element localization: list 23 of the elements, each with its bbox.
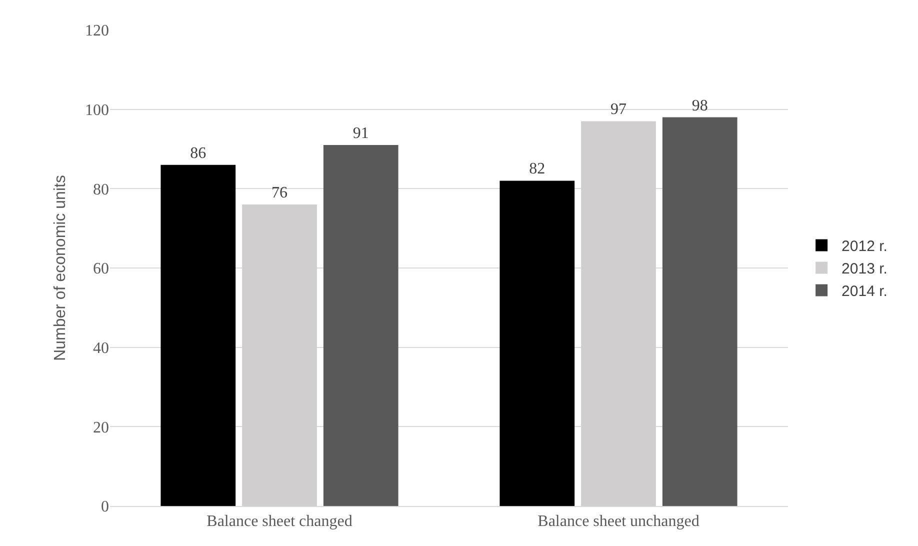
legend-label: 2013 r. bbox=[842, 260, 888, 278]
bar bbox=[323, 145, 398, 506]
bar bbox=[662, 117, 738, 506]
x-tick-label: Balance sheet changed bbox=[206, 513, 352, 530]
bar bbox=[160, 164, 236, 506]
bar bbox=[500, 180, 575, 506]
y-tick-label: 0 bbox=[101, 498, 109, 516]
legend-label: 2012 r. bbox=[842, 238, 888, 256]
y-axis-title: Number of economic units bbox=[52, 175, 69, 361]
data-label: 82 bbox=[529, 160, 546, 178]
data-label: 91 bbox=[352, 125, 369, 142]
y-tick-label: 20 bbox=[93, 419, 109, 436]
legend-label: 2014 r. bbox=[842, 283, 888, 300]
data-label: 76 bbox=[272, 184, 288, 202]
y-tick-label: 40 bbox=[93, 340, 109, 357]
y-tick-label: 100 bbox=[85, 102, 109, 119]
data-label: 98 bbox=[692, 97, 708, 114]
y-tick-label: 80 bbox=[93, 181, 109, 198]
data-label: 86 bbox=[190, 144, 206, 162]
y-tick-label: 60 bbox=[93, 260, 109, 278]
x-tick-label: Balance sheet unchanged bbox=[538, 513, 700, 530]
y-tick-label: 120 bbox=[85, 22, 109, 40]
data-label: 97 bbox=[610, 101, 626, 118]
